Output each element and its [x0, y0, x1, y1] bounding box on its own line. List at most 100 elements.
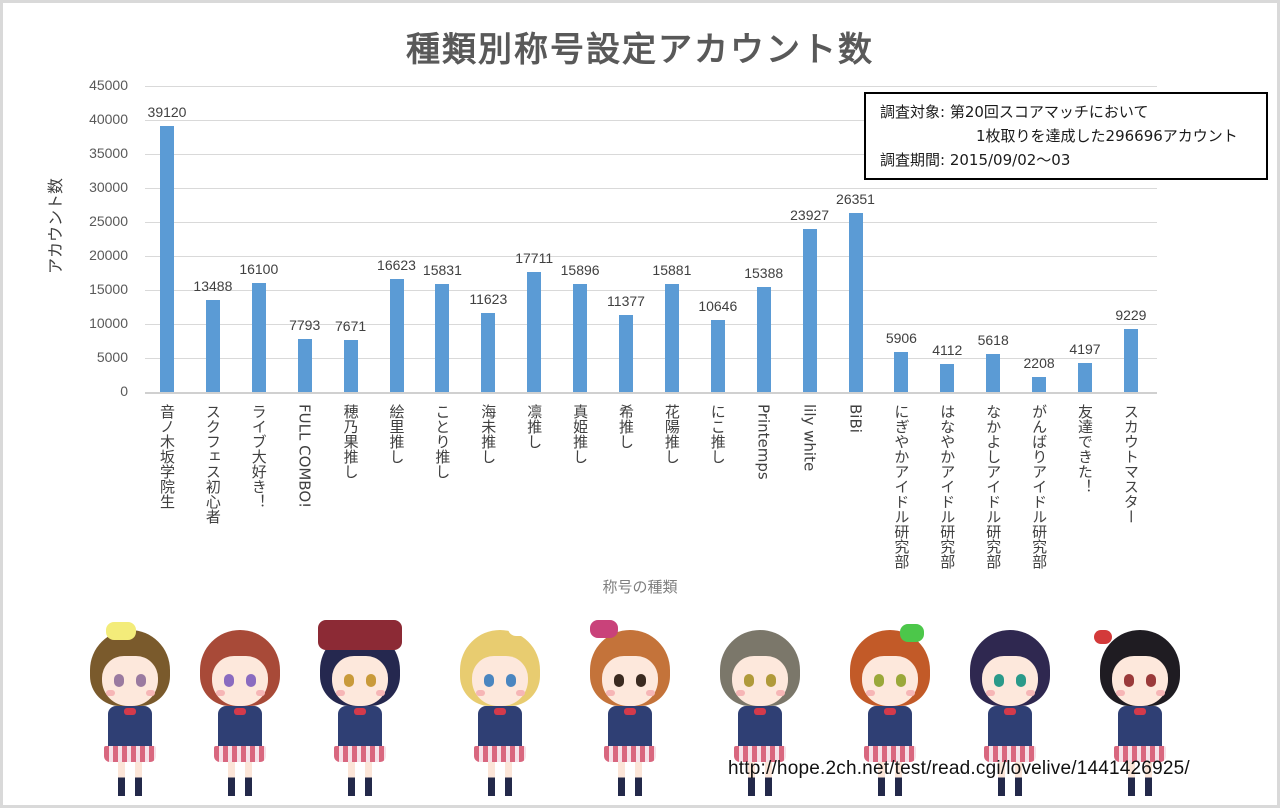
bar — [848, 212, 863, 392]
bar — [343, 339, 358, 392]
x-category-label: なかよしアイドル研究部 — [984, 404, 1003, 569]
y-tick-label: 5000 — [96, 349, 128, 365]
y-tick-label: 45000 — [89, 77, 128, 93]
bar-value-label: 26351 — [836, 190, 875, 207]
bar-value-label: 5906 — [885, 329, 917, 346]
bar — [940, 364, 955, 392]
chart-title: 種類別称号設定アカウント数 — [406, 30, 874, 70]
bar-value-label: 11623 — [469, 290, 508, 307]
x-category-label: 絵里推し — [387, 404, 406, 464]
plot-area: アカウント数 称号の種類 0 5000 10000 15000 20000 25000 30… — [46, 77, 1157, 596]
bar-value-label: 23927 — [790, 207, 830, 224]
y-tick-label: 30000 — [89, 179, 128, 195]
bar-value-label: 15831 — [422, 262, 462, 279]
bar — [251, 282, 266, 392]
bar — [986, 353, 1001, 392]
x-category-label: はなやかアイドル研究部 — [938, 404, 957, 569]
x-category-label: 希推し — [617, 404, 635, 449]
x-category-label: 友達できた！ — [1076, 404, 1094, 494]
character-orange-hair-green-bow-illustration — [840, 620, 940, 800]
bar — [481, 312, 496, 392]
x-category-label: 穂乃果推し — [341, 404, 360, 479]
bar-value-label: 4197 — [1069, 341, 1101, 358]
y-tick-label: 40000 — [89, 111, 128, 127]
x-category-label: スカウトマスター — [1121, 404, 1140, 524]
survey-note-box: 調査対象: 第20回スコアマッチにおいて 1枚取りを達成した296696アカウン… — [864, 92, 1268, 180]
bar-value-label: 2208 — [1023, 354, 1055, 371]
gridline — [145, 188, 1157, 189]
x-category-label: lily white — [800, 404, 819, 472]
bar — [1123, 329, 1138, 392]
x-category-label: ライブ大好き！ — [249, 404, 268, 509]
x-category-label: 海未推し — [479, 404, 498, 464]
x-category-label: ことり推し — [433, 404, 452, 479]
y-tick-label: 25000 — [89, 213, 128, 229]
x-category-label: 音ノ木坂学院生 — [158, 404, 176, 509]
gridline — [145, 154, 1157, 155]
x-category-label: Printemps — [754, 404, 773, 480]
x-category-label: BiBi — [846, 404, 865, 433]
bar-value-label: 10646 — [698, 297, 738, 314]
gridline — [145, 222, 1157, 223]
gridline — [145, 86, 1157, 87]
bar-value-label: 17711 — [515, 249, 554, 266]
bar — [710, 319, 725, 392]
y-tick-label: 20000 — [89, 247, 128, 263]
x-category-label: 花陽推し — [662, 404, 681, 464]
character-blonde-ponytail-illustration — [450, 620, 550, 800]
character-black-twin-tails-red-bows-illustration — [1090, 620, 1190, 800]
bar-value-label: 15388 — [744, 265, 784, 282]
x-category-label: 凛推し — [525, 404, 544, 449]
gridline — [145, 120, 1157, 121]
survey-period-line: 調査期間: 2015/09/02～03 — [880, 151, 1071, 169]
x-category-label: がんばりアイドル研究部 — [1030, 404, 1049, 569]
bar — [527, 271, 542, 392]
bar — [573, 283, 588, 392]
bar — [160, 125, 174, 392]
bar-value-label: 5618 — [977, 331, 1009, 348]
bar — [389, 278, 404, 392]
bar-value-label: 11377 — [607, 292, 645, 309]
x-category-label: にぎやかアイドル研究部 — [892, 404, 911, 569]
bar-value-label: 4112 — [932, 342, 963, 359]
x-category-label: にこ推し — [708, 404, 727, 464]
bar-value-label: 15896 — [560, 261, 600, 278]
bar-value-label: 15881 — [652, 262, 692, 278]
bar — [619, 314, 633, 392]
y-tick-label: 0 — [120, 383, 128, 399]
survey-target-line: 調査対象: 第20回スコアマッチにおいて — [880, 103, 1149, 121]
character-gray-hair-illustration — [710, 620, 810, 800]
gridline — [145, 358, 1157, 359]
character-navy-hair-beret-illustration — [310, 620, 410, 800]
bar-value-label: 9229 — [1115, 307, 1147, 324]
bar — [1032, 376, 1047, 392]
y-tick-label: 15000 — [89, 281, 128, 297]
bar-value-label: 39120 — [147, 103, 187, 120]
bar — [894, 351, 909, 392]
y-tick-label: 35000 — [89, 145, 128, 161]
bar — [802, 229, 817, 392]
x-category-label: 真姫推し — [571, 404, 590, 464]
y-tick-label: 10000 — [89, 315, 128, 331]
survey-target-line-2: 1枚取りを達成した296696アカウント — [976, 127, 1238, 145]
x-category-label: FULL COMBO! — [295, 404, 314, 509]
bar-value-label: 7671 — [335, 317, 367, 334]
bar-value-label: 16100 — [239, 260, 279, 277]
gridline — [145, 290, 1157, 291]
bar — [664, 284, 679, 392]
character-yellow-bow-brown-hair-illustration — [80, 620, 180, 800]
bar — [297, 339, 312, 392]
bar — [435, 284, 450, 392]
character-orange-side-tail-pink-bow-illustration — [580, 620, 680, 800]
x-category-label: スクフェス初心者 — [203, 404, 222, 524]
bar-value-label: 16623 — [377, 256, 416, 273]
bar-value-label: 7793 — [289, 317, 321, 333]
character-illustration-strip — [60, 615, 1240, 800]
bar-value-label: 13488 — [193, 278, 233, 295]
source-url: http://hope.2ch.net/test/read.cgi/loveli… — [728, 758, 1190, 779]
bar — [756, 287, 771, 392]
character-purple-twin-tails-illustration — [960, 620, 1060, 800]
x-axis-line — [145, 392, 1157, 394]
gridline — [145, 324, 1157, 325]
bar — [205, 300, 220, 392]
